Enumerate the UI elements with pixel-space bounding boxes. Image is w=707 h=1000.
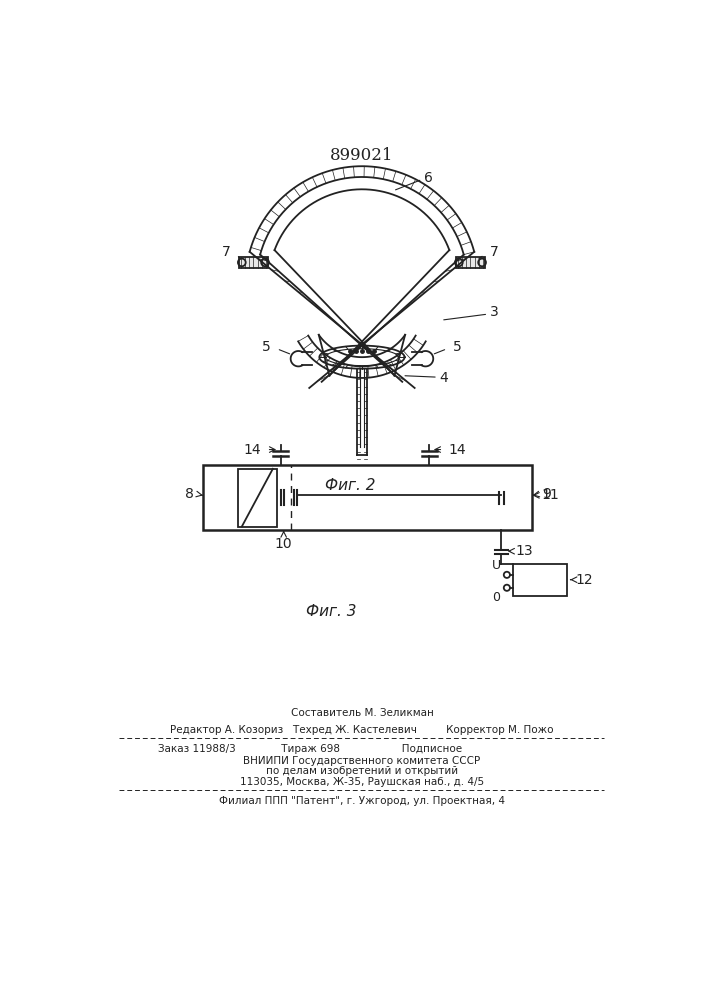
Text: 5: 5 bbox=[262, 340, 271, 354]
Text: Редактор А. Козориз   Техред Ж. Кастелевич         Корректор М. Пожо: Редактор А. Козориз Техред Ж. Кастелевич… bbox=[170, 725, 554, 735]
Text: 7: 7 bbox=[490, 245, 498, 259]
Text: 14: 14 bbox=[449, 443, 467, 457]
Text: ВНИИПИ Государственного комитета СССР: ВНИИПИ Государственного комитета СССР bbox=[243, 756, 481, 766]
Text: 14: 14 bbox=[244, 443, 261, 457]
Bar bbox=[238, 469, 276, 527]
Text: 12: 12 bbox=[575, 573, 592, 587]
Bar bbox=[456, 257, 485, 268]
Text: 8: 8 bbox=[185, 487, 194, 501]
Text: Заказ 11988/3              Тираж 698                   Подписное: Заказ 11988/3 Тираж 698 Подписное bbox=[158, 744, 462, 754]
Text: Составитель М. Зеликман: Составитель М. Зеликман bbox=[291, 708, 433, 718]
Text: Фиг. 2: Фиг. 2 bbox=[325, 478, 375, 493]
Text: 3: 3 bbox=[490, 306, 498, 320]
Text: 113035, Москва, Ж-35, Раушская наб., д. 4/5: 113035, Москва, Ж-35, Раушская наб., д. … bbox=[240, 777, 484, 787]
Text: Фиг. 3: Фиг. 3 bbox=[305, 604, 356, 619]
Text: 4: 4 bbox=[440, 371, 448, 385]
Text: 7: 7 bbox=[221, 245, 230, 259]
Text: по делам изобретений и открытий: по делам изобретений и открытий bbox=[266, 766, 458, 776]
Text: 0: 0 bbox=[492, 591, 500, 604]
Text: 13: 13 bbox=[515, 544, 533, 558]
Text: 899021: 899021 bbox=[330, 147, 394, 164]
Text: U: U bbox=[491, 559, 501, 572]
Text: Филиал ППП "Патент", г. Ужгород, ул. Проектная, 4: Филиал ППП "Патент", г. Ужгород, ул. Про… bbox=[219, 796, 505, 806]
Bar bbox=[203, 465, 532, 530]
Text: 9: 9 bbox=[542, 487, 551, 501]
Text: 5: 5 bbox=[453, 340, 462, 354]
Text: 10: 10 bbox=[275, 537, 293, 551]
Bar bbox=[513, 564, 567, 596]
Text: 11: 11 bbox=[542, 488, 559, 502]
Bar bbox=[239, 257, 268, 268]
Text: 6: 6 bbox=[424, 171, 433, 185]
